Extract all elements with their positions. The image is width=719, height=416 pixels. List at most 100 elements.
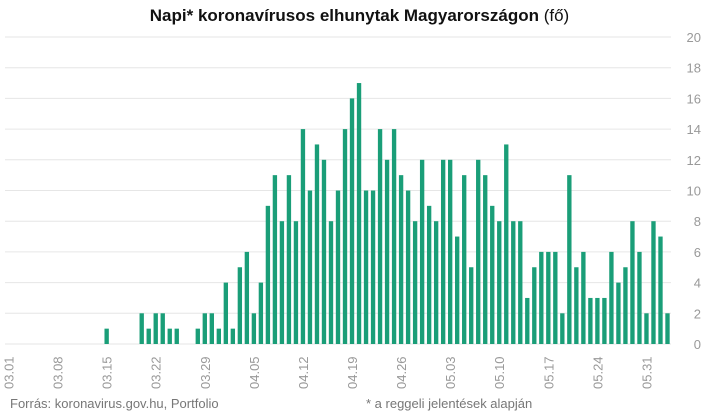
bar	[412, 221, 418, 344]
bar	[104, 328, 109, 344]
bar	[630, 221, 635, 344]
x-tick-label: 04.19	[345, 356, 360, 389]
bar	[455, 236, 460, 344]
x-axis-ticks: 03.01 03.08 03.15 03.22 03.29 04.05 04.12 04.19…	[2, 356, 655, 389]
bar	[174, 328, 179, 344]
x-tick-label: 04.05	[247, 356, 262, 389]
x-tick-label: 03.01	[2, 356, 17, 389]
y-tick-label: 12	[687, 153, 701, 168]
bar	[588, 297, 593, 344]
source-note: Forrás: koronavirus.gov.hu, Portfolio	[10, 396, 219, 411]
y-tick-label: 6	[694, 245, 701, 260]
bar	[377, 129, 383, 344]
bar	[230, 328, 236, 344]
bar	[153, 313, 158, 344]
bar	[651, 221, 656, 344]
bar	[623, 267, 628, 344]
x-tick-label: 05.17	[541, 356, 556, 389]
x-tick-label: 04.26	[394, 356, 409, 389]
bar	[560, 313, 565, 344]
y-tick-label: 18	[687, 61, 701, 76]
bar	[293, 221, 299, 344]
y-tick-label: 4	[694, 276, 701, 291]
y-tick-label: 0	[694, 337, 701, 352]
bar	[497, 221, 502, 344]
bar	[209, 313, 214, 344]
bar	[251, 313, 257, 344]
bar	[574, 267, 579, 344]
footnote: * a reggeli jelentések alapján	[366, 396, 533, 411]
bar	[504, 144, 509, 344]
bar	[637, 251, 642, 344]
y-tick-label: 10	[687, 184, 701, 199]
chart-title-main: Napi* koronavírusos elhunytak Magyarorsz…	[149, 6, 539, 25]
bar	[644, 313, 649, 344]
bar	[462, 175, 467, 344]
bar	[384, 159, 390, 344]
y-tick-label: 14	[687, 122, 701, 137]
bar	[518, 221, 523, 344]
bar	[356, 83, 362, 345]
bar	[419, 159, 425, 344]
bar	[609, 251, 614, 344]
y-tick-label: 20	[687, 30, 701, 45]
bar	[553, 251, 558, 344]
bar	[567, 175, 572, 344]
bar	[195, 328, 200, 344]
bar	[216, 328, 221, 344]
bar	[300, 129, 306, 344]
bar	[581, 251, 586, 344]
chart-title-unit: (fő)	[543, 6, 570, 25]
bar	[483, 175, 488, 344]
bar	[391, 129, 397, 344]
bar	[440, 159, 446, 344]
bar	[433, 221, 439, 344]
bar	[539, 251, 544, 344]
y-tick-label: 16	[687, 91, 701, 106]
bar	[398, 175, 404, 344]
bar	[349, 98, 355, 345]
bar	[223, 282, 229, 344]
x-tick-label: 05.03	[443, 356, 458, 389]
bar	[167, 328, 172, 344]
y-tick-label: 2	[694, 306, 701, 321]
bar	[244, 251, 250, 344]
x-tick-label: 05.31	[639, 356, 654, 389]
bar	[146, 328, 151, 344]
bar	[279, 221, 285, 344]
x-tick-label: 03.22	[149, 356, 164, 389]
y-tick-label: 8	[694, 214, 701, 229]
bar	[139, 313, 144, 344]
bar	[469, 267, 474, 344]
bar	[237, 267, 243, 344]
bar	[476, 159, 481, 344]
bar	[532, 267, 537, 344]
x-tick-label: 03.29	[198, 356, 213, 389]
x-tick-label: 03.15	[100, 356, 115, 389]
bar	[595, 297, 600, 344]
bar	[160, 313, 165, 344]
bar	[511, 221, 516, 344]
bar	[342, 129, 348, 344]
bar	[272, 175, 278, 344]
bar	[265, 205, 271, 344]
bar	[658, 236, 663, 344]
bar	[328, 221, 334, 344]
bar	[335, 190, 341, 344]
gridlines	[5, 36, 671, 345]
chart-title: Napi* koronavírusos elhunytak Magyarorsz…	[0, 6, 719, 26]
bar	[448, 159, 453, 344]
bar	[321, 159, 327, 344]
bar	[546, 251, 551, 344]
bar	[602, 297, 607, 344]
bar	[665, 313, 670, 344]
bar	[363, 190, 369, 344]
bar	[286, 175, 292, 344]
x-tick-label: 05.10	[492, 356, 507, 389]
bar	[307, 190, 313, 344]
x-tick-label: 04.12	[296, 356, 311, 389]
bar	[616, 282, 621, 344]
bar	[525, 297, 530, 344]
bar	[426, 205, 432, 344]
